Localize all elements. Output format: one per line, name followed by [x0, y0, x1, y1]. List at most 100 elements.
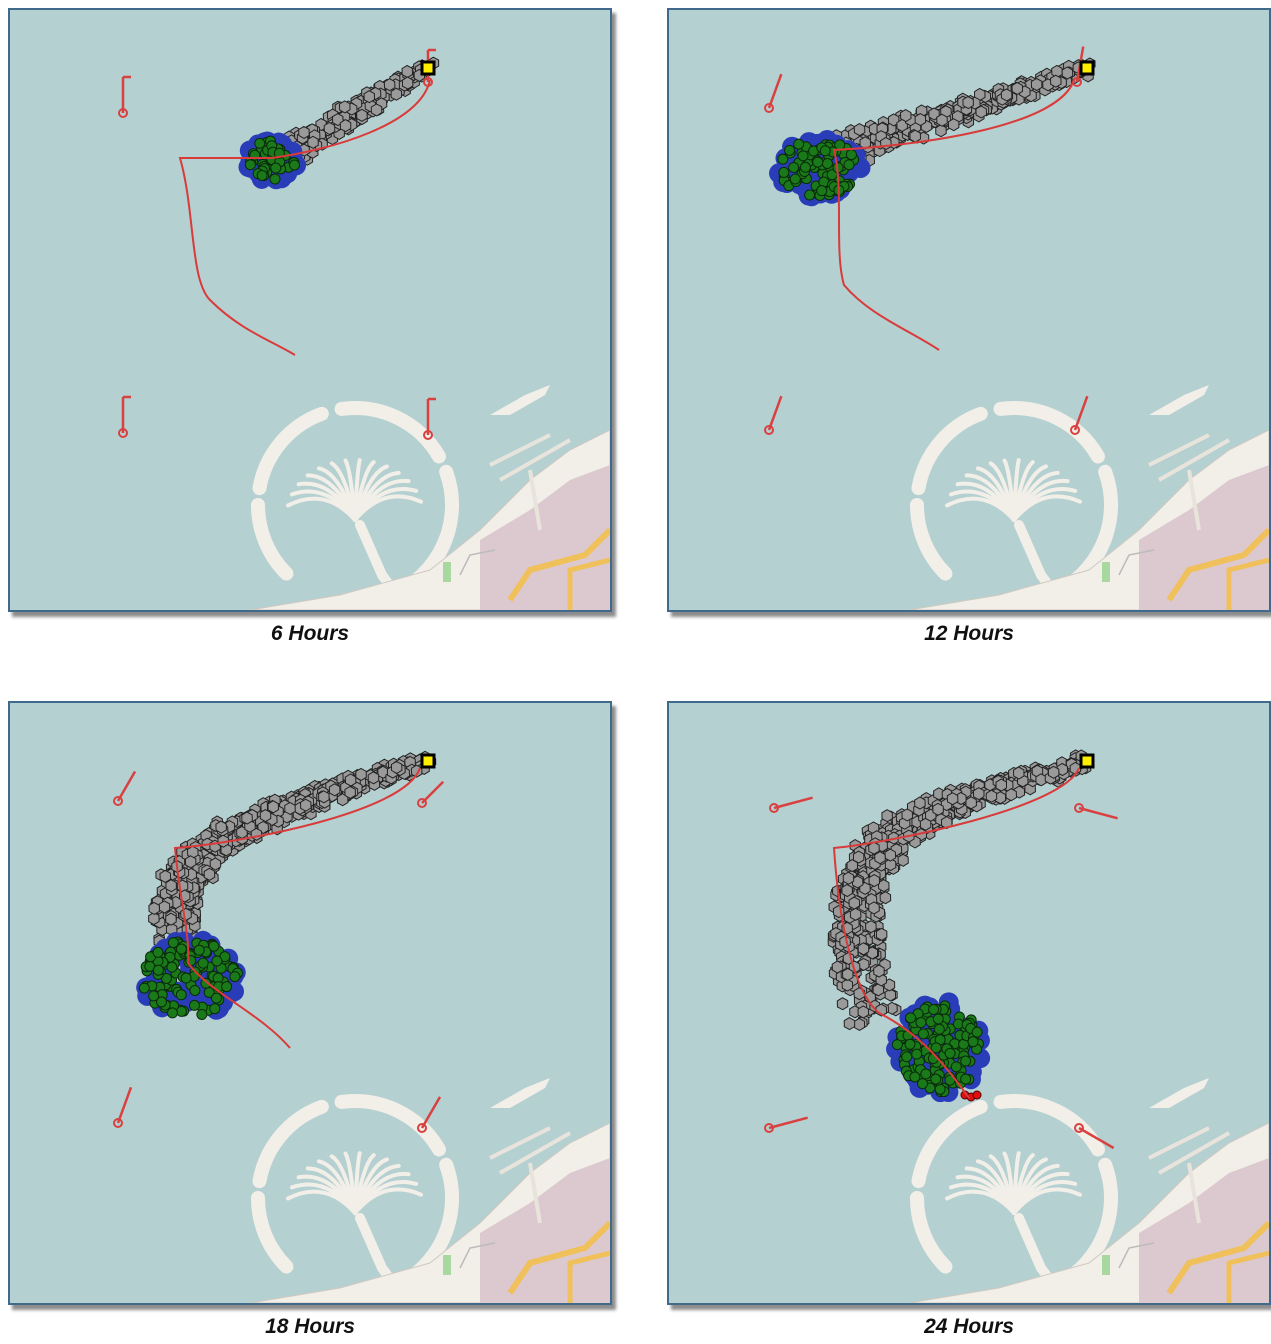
particle-surface: [834, 139, 846, 151]
wind-station-dot: [764, 103, 774, 113]
palm-island-fronds: [286, 458, 423, 607]
particle-released: [868, 841, 880, 855]
particle-surface: [784, 144, 796, 156]
harbour-pier: [489, 1126, 571, 1224]
palm-frond: [1012, 494, 1082, 522]
particle-surface: [175, 989, 187, 1001]
surface-particles: [244, 135, 301, 185]
particle-released: [299, 798, 312, 812]
particle-released: [868, 874, 881, 888]
particle-surface: [778, 166, 790, 178]
particle-surface: [932, 1013, 944, 1025]
highway-road: [1166, 1220, 1269, 1295]
particle-surface: [928, 1003, 940, 1015]
highway-road: [1226, 557, 1269, 610]
particle-released: [884, 988, 897, 1002]
particle-surface: [916, 1078, 928, 1090]
particle-released: [344, 773, 357, 787]
wind-station-marker: [769, 796, 813, 813]
particle-released: [932, 802, 944, 816]
wind-station-marker: [764, 1116, 808, 1133]
map-frame-6h: [8, 8, 612, 612]
particle-released: [1030, 77, 1043, 92]
palm-frond: [353, 494, 423, 522]
crescent-segment: [252, 1099, 329, 1189]
particle-released: [868, 901, 880, 915]
palm-island-crescent: [251, 401, 459, 598]
palm-island-crescent: [251, 1094, 459, 1291]
wind-station-dot: [113, 796, 123, 806]
palm-island-fronds: [945, 458, 1082, 607]
particle-surface: [917, 1028, 929, 1040]
particle-surface: [221, 981, 233, 993]
wind-station-marker: [1074, 803, 1118, 820]
particle-surface: [934, 1083, 946, 1095]
crescent-segment: [911, 1099, 988, 1189]
crescent-segment: [334, 401, 447, 464]
particle-surface: [777, 153, 789, 165]
particle-released: [962, 95, 974, 110]
particle-released: [884, 848, 897, 862]
wind-vector-line: [116, 770, 137, 802]
harbour-pier: [1148, 433, 1230, 531]
map-panel-12h: 12 Hours: [667, 8, 1271, 645]
wind-vector-line: [767, 73, 783, 109]
particle-released: [1012, 766, 1025, 780]
green-park: [1102, 562, 1110, 582]
particle-surface: [244, 159, 256, 171]
breakwater: [1149, 1078, 1209, 1108]
wind-vector-line: [1078, 806, 1118, 820]
wind-station-dot: [118, 428, 128, 438]
particle-surface: [193, 944, 205, 956]
particle-released: [897, 853, 909, 867]
harbour-pier: [1148, 1126, 1230, 1224]
stranded-particles: [960, 1090, 982, 1102]
particle-surface: [180, 972, 192, 984]
particle-released: [209, 857, 222, 871]
urban-area: [480, 465, 610, 610]
particle-released: [1011, 81, 1024, 96]
particle-released: [401, 64, 414, 79]
spill-map-6h: [118, 48, 610, 610]
wind-vector-line: [116, 1086, 133, 1124]
particle-released: [180, 907, 192, 921]
particle-surface: [166, 961, 178, 973]
trajectory-line: [832, 79, 1075, 351]
green-park: [443, 1255, 451, 1275]
particle-released: [1049, 74, 1062, 88]
particle-released: [879, 891, 892, 905]
particle-surface: [175, 943, 187, 955]
map-frame-18h: [8, 701, 612, 1305]
wind-station-marker: [1074, 1123, 1115, 1150]
particle-released: [284, 801, 296, 815]
wind-station-dot: [764, 1123, 774, 1133]
particle-released: [148, 912, 160, 926]
particle-released: [355, 767, 367, 781]
particle-released: [323, 121, 336, 136]
particle-surface: [901, 1051, 913, 1063]
surface-particles: [891, 1000, 985, 1098]
map-caption-6h: 6 Hours: [270, 622, 350, 645]
wind-station-marker: [113, 1086, 133, 1128]
particle-surface: [816, 185, 828, 197]
green-park: [443, 562, 451, 582]
crescent-segment: [334, 1094, 447, 1157]
particle-released: [972, 787, 985, 801]
wind-station-marker: [118, 395, 131, 438]
particle-surface: [904, 1038, 916, 1050]
particle-surface: [930, 1073, 942, 1085]
particle-released: [848, 896, 861, 910]
minor-road: [459, 1242, 496, 1269]
particle-surface: [960, 1073, 972, 1085]
highway-road: [507, 527, 610, 602]
minor-road: [1118, 1242, 1155, 1269]
particle-released: [881, 809, 893, 823]
particle-released: [267, 800, 280, 814]
palm-island-crescent: [910, 1094, 1118, 1291]
particle-released: [184, 855, 197, 869]
map-caption-12h: 12 Hours: [924, 622, 1014, 645]
particle-released: [842, 871, 855, 885]
wind-station-dot: [118, 108, 128, 118]
minor-road: [459, 549, 496, 576]
particle-surface: [229, 971, 241, 983]
